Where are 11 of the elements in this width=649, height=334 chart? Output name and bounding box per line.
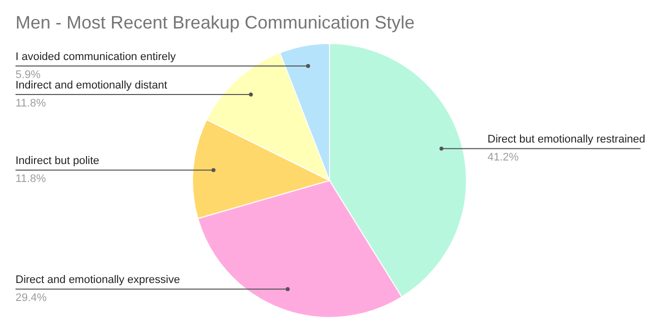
- data-label: 11.8%: [16, 173, 46, 186]
- data-label: 5.9%: [16, 69, 41, 82]
- data-label: 29.4%: [16, 292, 47, 304]
- slice-label: Direct but emotionally restrained: [488, 134, 646, 146]
- slice-label: I avoided communication entirely: [16, 51, 176, 64]
- data-label: 11.8%: [16, 98, 46, 110]
- slice-label: Direct and emotionally expressive: [16, 274, 180, 286]
- chart-title: Men - Most Recent Breakup Communication Style: [16, 12, 415, 32]
- slice-label: Indirect but polite: [16, 155, 100, 168]
- slice-label: Indirect and emotionally distant: [16, 80, 168, 92]
- data-label: 41.2%: [488, 152, 519, 164]
